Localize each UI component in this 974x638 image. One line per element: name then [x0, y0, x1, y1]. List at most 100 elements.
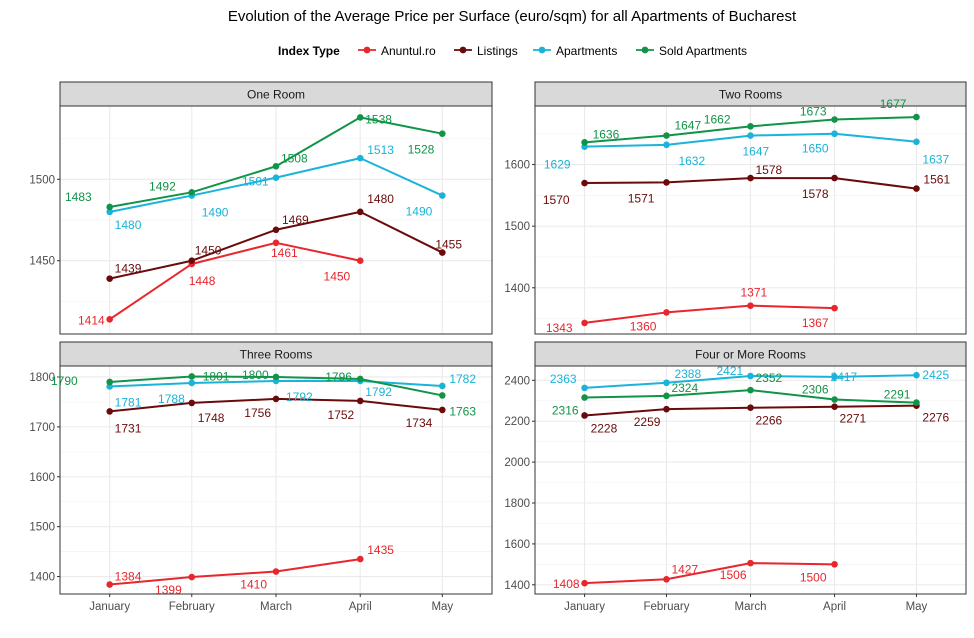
data-label: 2291 [884, 388, 911, 402]
data-point [581, 179, 588, 187]
series-line [109, 241, 361, 321]
data-label: 1632 [678, 154, 705, 168]
data-point [272, 395, 280, 403]
data-label: 2266 [756, 414, 783, 428]
data-label: 1800 [242, 368, 269, 382]
legend: Index Type Anuntul.ro Listings Apartments S… [278, 44, 747, 58]
chart-title: Evolution of the Average Price per Surfa… [228, 8, 797, 25]
legend-key-point [641, 46, 649, 54]
data-label: 1448 [189, 274, 216, 288]
data-point [356, 257, 364, 265]
data-point [188, 257, 196, 265]
data-label: 2306 [802, 383, 829, 397]
facet-panel: Four or More Rooms 1400 1600 1800 2000 2200 24… [504, 341, 967, 613]
data-point [747, 123, 754, 130]
data-label: 1790 [51, 374, 78, 388]
series-sold-apartments: 1483 1492 1508 1538 1528 [65, 112, 446, 211]
data-point [663, 392, 670, 400]
data-label: 1480 [367, 192, 394, 206]
data-point [188, 399, 196, 407]
data-label: 1528 [408, 143, 435, 157]
data-point [188, 189, 196, 196]
data-label: 1439 [115, 262, 142, 276]
series-anuntul-ro: 1408 1427 1506 1500 [553, 559, 838, 591]
data-point [188, 373, 196, 380]
data-point [106, 316, 113, 323]
data-point [106, 581, 113, 588]
series-anuntul-ro: 1384 1399 1410 1435 [106, 543, 394, 597]
data-label: 1637 [922, 153, 949, 167]
data-point [439, 130, 446, 137]
data-label: 1450 [195, 244, 222, 258]
y-tick-label: 1500 [504, 221, 530, 233]
facet-title: Four or More Rooms [695, 348, 806, 362]
y-tick-label: 2200 [504, 416, 530, 428]
data-label: 2363 [550, 372, 577, 386]
data-label: 1792 [365, 385, 392, 399]
y-tick-label: 1500 [29, 174, 55, 186]
series-listings: 1439 1450 1469 1480 1455 [106, 192, 462, 282]
data-point [272, 226, 280, 234]
panel-border [59, 105, 493, 335]
series-apartments: 2363 2388 2421 2417 2425 [550, 364, 949, 392]
data-point [831, 116, 838, 123]
data-point [106, 378, 113, 386]
data-label: 1492 [149, 179, 176, 193]
legend-label: Anuntul.ro [381, 44, 436, 58]
x-tick-label: March [260, 601, 292, 613]
series-listings: 1570 1571 1578 1578 1561 [543, 163, 951, 207]
data-point [747, 174, 754, 182]
y-tick-label: 1600 [29, 472, 55, 484]
data-point [913, 138, 920, 146]
legend-label: Apartments [556, 44, 617, 58]
data-label: 1367 [802, 316, 829, 330]
data-label: 1782 [449, 372, 476, 386]
x-tick-label: January [564, 601, 605, 613]
data-point [913, 185, 920, 192]
data-point [831, 373, 838, 381]
legend-item: Listings [454, 44, 518, 58]
data-point [106, 275, 113, 282]
data-label: 1673 [800, 105, 827, 119]
data-point [831, 130, 838, 138]
data-label: 1508 [281, 151, 308, 165]
data-label: 2388 [674, 367, 701, 381]
data-point [188, 573, 196, 581]
data-label: 2352 [756, 371, 783, 385]
data-point [356, 397, 364, 405]
x-tick-label: May [431, 601, 453, 613]
data-point [663, 309, 670, 316]
data-point [439, 392, 446, 399]
data-label: 1734 [406, 416, 433, 430]
data-label: 1410 [240, 578, 267, 592]
facet-panel: Two Rooms 1400 1500 1600 1343 1360 1371 1367 157… [504, 81, 967, 335]
data-label: 2259 [634, 415, 661, 429]
data-label: 2316 [552, 403, 579, 417]
series-apartments: 1629 1632 1647 1650 1637 [544, 130, 949, 172]
data-label: 1455 [435, 238, 462, 252]
data-point [831, 403, 838, 410]
data-point [747, 372, 754, 380]
facet-strip [59, 341, 493, 367]
data-point [663, 179, 670, 186]
data-point [272, 373, 280, 381]
data-label: 1662 [704, 112, 731, 126]
data-point [747, 302, 754, 309]
data-point [356, 375, 364, 383]
data-point [831, 304, 838, 312]
data-point [272, 568, 280, 575]
y-tick-label: 2000 [504, 457, 530, 469]
data-point [663, 141, 670, 149]
data-point [439, 406, 446, 414]
data-label: 1763 [449, 404, 476, 418]
legend-title: Index Type [278, 44, 340, 58]
data-label: 1629 [544, 158, 571, 172]
data-label: 1578 [756, 163, 783, 177]
y-tick-label: 1400 [29, 572, 55, 584]
data-label: 1756 [244, 406, 271, 420]
data-label: 1414 [78, 313, 105, 327]
x-tick-label: January [89, 601, 130, 613]
data-point [747, 404, 754, 412]
data-label: 1501 [242, 175, 269, 189]
x-tick-label: April [349, 601, 372, 613]
